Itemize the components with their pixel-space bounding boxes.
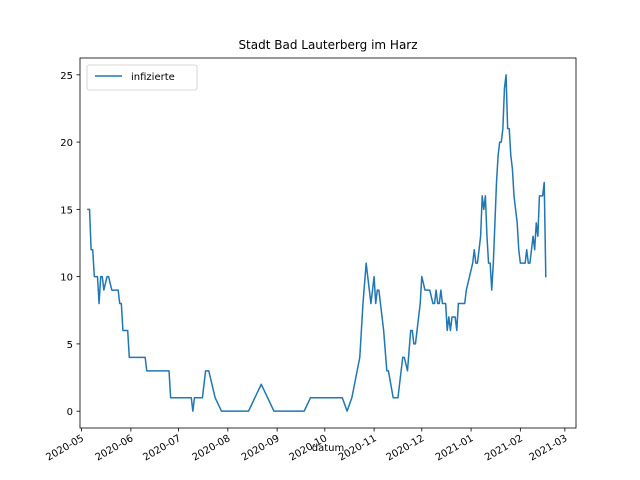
y-tick-label: 10 — [60, 273, 73, 284]
y-tick-label: 20 — [60, 138, 73, 149]
y-axis: 0 5 10 15 20 25 — [60, 71, 80, 418]
y-tick-label: 15 — [60, 205, 73, 216]
series-line-infizierte — [87, 74, 547, 412]
legend: infizierte — [86, 64, 198, 91]
legend-label-infizierte: infizierte — [131, 72, 175, 83]
legend-box — [86, 64, 198, 91]
axes-frame — [79, 57, 577, 429]
plot-area — [87, 74, 547, 412]
chart-title: Stadt Bad Lauterberg im Harz — [238, 38, 417, 52]
y-tick-label: 0 — [67, 407, 73, 418]
y-tick-label: 25 — [60, 71, 73, 82]
y-tick-label: 5 — [67, 340, 73, 351]
x-axis-label: datum — [312, 443, 344, 454]
